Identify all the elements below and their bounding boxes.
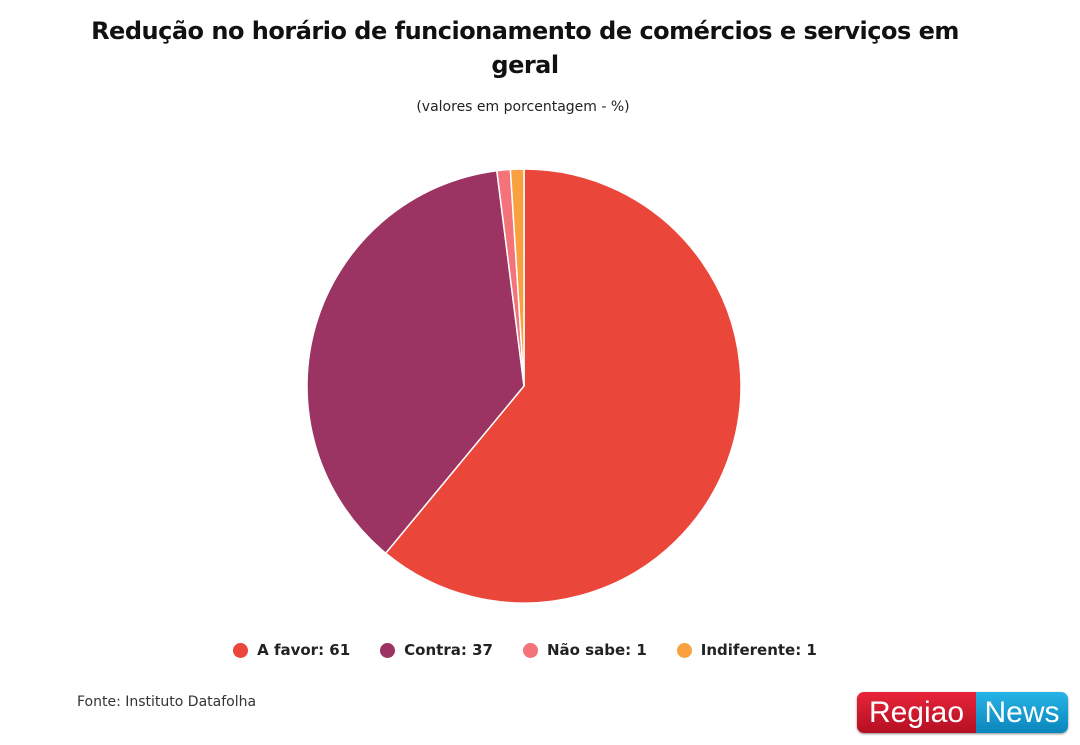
pie-slice-contra[interactable] [306,169,525,555]
source-note: Fonte: Instituto Datafolha [77,694,257,710]
pie-slice-a-favor[interactable] [384,168,742,604]
legend-swatch [522,642,538,658]
legend-label: Não sabe: 1 [546,641,647,659]
logo-part2: News [976,692,1068,733]
legend-item-indiferente[interactable]: Indiferente: 1 [676,641,817,659]
legend-label: A favor: 61 [257,641,351,659]
legend-label: Contra: 37 [404,641,493,659]
legend-item-a-favor[interactable]: A favor: 61 [233,641,350,659]
legend-swatch [233,642,249,658]
legend-label: Indiferente: 1 [700,641,817,659]
chart-title: Redução no horário de funcionamento de c… [91,17,959,79]
chart-subtitle: (valores em porcentagem - %) [416,99,630,115]
legend-swatch [676,642,692,658]
regiao-news-logo: Regiao News [857,692,1068,733]
logo-part1: Regiao [857,692,976,733]
legend-item-contra[interactable]: Contra: 37 [380,641,493,659]
legend-swatch [380,642,396,658]
legend-item-nao-sabe[interactable]: Não sabe: 1 [522,641,647,659]
pie-slice-indiferente[interactable] [509,168,525,387]
legend: A favor: 61 Contra: 37 Não sabe: 1 Indif… [0,641,1050,659]
